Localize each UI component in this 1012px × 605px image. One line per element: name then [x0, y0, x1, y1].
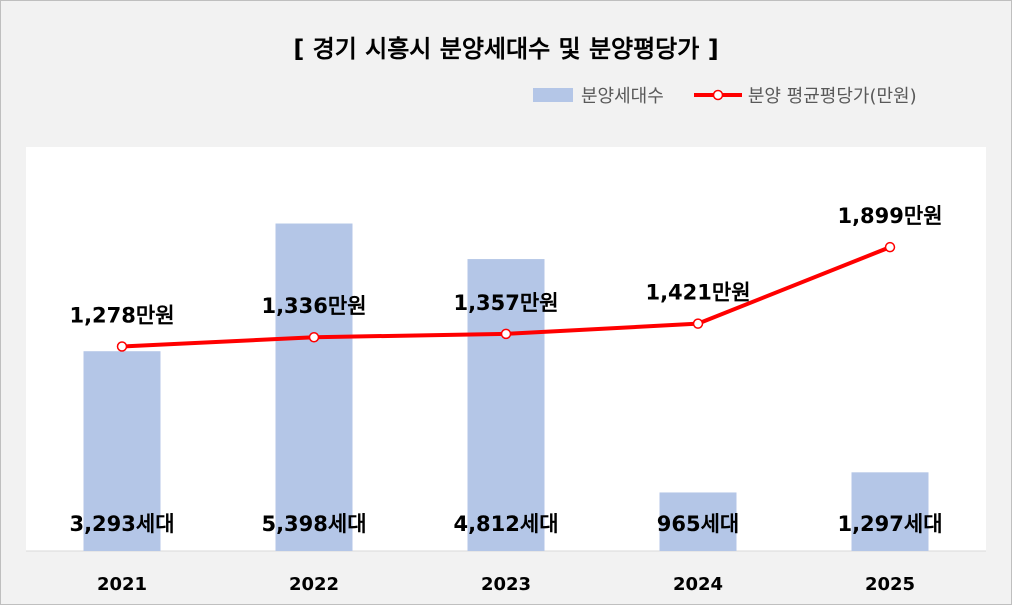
line-label-2023: 1,357만원	[453, 291, 558, 315]
chart-title: [ 경기 시흥시 분양세대수 및 분양평당가 ]	[293, 35, 719, 63]
line-point-2021	[116, 341, 128, 352]
line-label-2021: 1,278만원	[69, 304, 174, 328]
x-tick-2021: 2021	[97, 574, 147, 595]
x-tick-2023: 2023	[481, 574, 531, 595]
line-label-2025: 1,899만원	[837, 204, 942, 228]
legend-line-swatch	[693, 89, 742, 101]
bar-2025	[851, 472, 929, 551]
bar-label-2022: 5,398세대	[261, 512, 366, 536]
line-label-2022: 1,336만원	[261, 294, 366, 318]
bar-2024	[659, 492, 737, 551]
bar-label-2021: 3,293세대	[69, 512, 174, 536]
x-tick-2022: 2022	[289, 574, 339, 595]
bar-series	[83, 223, 929, 551]
line-point-2022	[308, 331, 320, 343]
line-point-2025	[884, 241, 896, 253]
legend: 분양세대수 분양 평균평당가(만원)	[533, 83, 917, 107]
bar-label-2023: 4,812세대	[453, 512, 558, 536]
legend-item-bar: 분양세대수	[533, 82, 664, 108]
bar-2021	[83, 351, 161, 551]
line-point-2023	[500, 328, 512, 340]
line-point-2024	[692, 318, 704, 329]
x-axis-ticks: 2021 2022 2023 2024 2025	[97, 574, 915, 595]
legend-bar-swatch	[533, 88, 573, 102]
bar-2023	[467, 259, 545, 551]
legend-line-label: 분양 평균평당가(만원)	[747, 86, 917, 107]
bar-label-2024: 965세대	[657, 512, 739, 536]
x-tick-2024: 2024	[673, 574, 723, 595]
legend-bar-label: 분양세대수	[581, 86, 664, 107]
line-label-2024: 1,421만원	[645, 281, 750, 305]
bar-2022	[275, 223, 353, 551]
line-series	[116, 241, 896, 352]
legend-item-line: 분양 평균평당가(만원)	[693, 82, 917, 108]
data-labels: 3,293세대 5,398세대 4,812세대 965세대 1,297세대 1,278만원…	[69, 204, 942, 536]
bar-label-2025: 1,297세대	[837, 512, 942, 536]
x-tick-2025: 2025	[865, 574, 915, 595]
